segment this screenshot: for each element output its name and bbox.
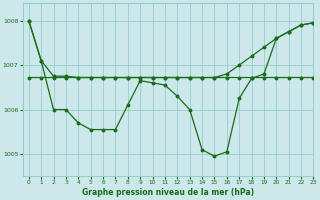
X-axis label: Graphe pression niveau de la mer (hPa): Graphe pression niveau de la mer (hPa)	[82, 188, 254, 197]
